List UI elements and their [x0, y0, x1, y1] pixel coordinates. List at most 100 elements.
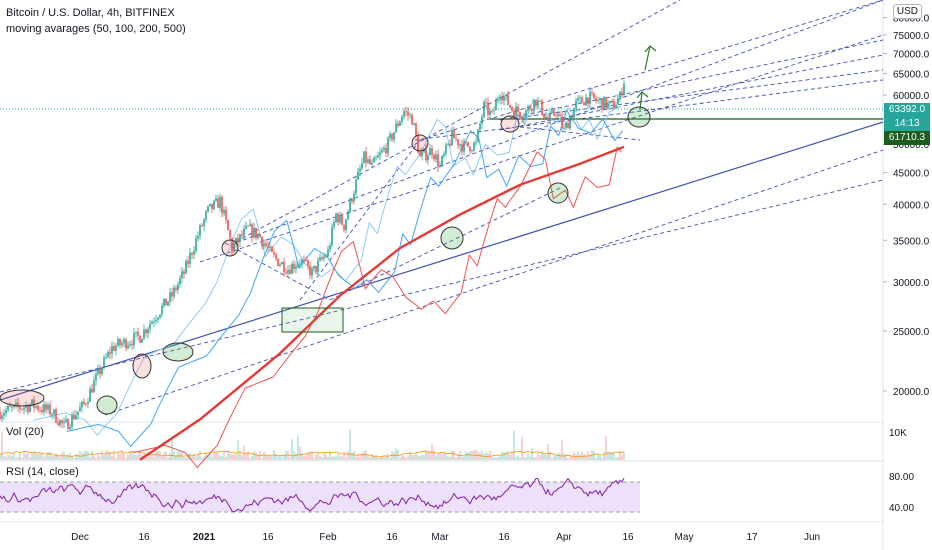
- candle: [89, 385, 91, 403]
- candle-body: [337, 213, 339, 223]
- volume-bar: [79, 450, 81, 460]
- candle: [0, 407, 1, 421]
- candle-body: [3, 413, 5, 416]
- candle-body: [427, 155, 429, 161]
- candle: [179, 274, 181, 289]
- candle-body: [297, 264, 299, 267]
- annotation-circle: [221, 239, 239, 257]
- volume-bar: [521, 436, 523, 460]
- candle-body: [555, 115, 557, 117]
- candle-body: [83, 401, 85, 404]
- candle-body: [491, 110, 493, 112]
- candle: [349, 197, 351, 214]
- candle-body: [585, 97, 587, 106]
- current-price-tag: 63392.0: [884, 103, 930, 117]
- candle: [485, 97, 487, 108]
- candle-body: [447, 143, 449, 145]
- rsi-label[interactable]: RSI (14, close): [6, 466, 79, 478]
- currency-badge[interactable]: USD: [892, 4, 922, 19]
- candle: [199, 223, 201, 240]
- candle: [607, 99, 609, 111]
- volume-bar: [263, 451, 265, 460]
- candle-body: [531, 109, 533, 111]
- annotation-circle: [132, 353, 152, 379]
- volume-bar: [299, 446, 301, 460]
- candle-body: [323, 256, 325, 259]
- candle-body: [405, 111, 407, 113]
- candle: [29, 402, 31, 413]
- candle-body: [153, 321, 155, 323]
- volume-bar: [379, 457, 381, 460]
- rsi-line: [0, 477, 625, 513]
- volume-bar: [119, 453, 121, 460]
- candle: [181, 266, 183, 284]
- candle-body: [437, 154, 439, 167]
- candle: [331, 223, 333, 248]
- volume-bar: [249, 457, 251, 460]
- candle: [577, 94, 579, 105]
- volume-bar: [517, 455, 519, 460]
- symbol-title[interactable]: Bitcoin / U.S. Dollar, 4h, BITFINEX: [6, 7, 175, 19]
- candle-body: [595, 98, 597, 101]
- candle: [165, 298, 167, 306]
- candle: [425, 143, 427, 163]
- volume-bar: [391, 451, 393, 460]
- candle-body: [353, 193, 355, 202]
- candle: [37, 404, 39, 413]
- volume-bar: [617, 456, 619, 460]
- candle-body: [93, 380, 95, 393]
- annotation-circle: [0, 389, 45, 407]
- candle-body: [231, 238, 233, 252]
- volume-bar: [457, 454, 459, 460]
- volume-bar: [51, 454, 53, 460]
- candle-body: [37, 406, 39, 410]
- candle-body: [389, 134, 391, 138]
- annotation-arrow-head: [644, 45, 657, 53]
- candle-body: [207, 206, 209, 212]
- volume-label[interactable]: Vol (20): [6, 426, 44, 438]
- volume-bar: [537, 453, 539, 460]
- candle: [159, 314, 161, 320]
- time-axis[interactable]: Dec 16 2021 16 Feb 16 Mar 16 Apr 16 May 17 Jun: [71, 532, 820, 543]
- candle-body: [243, 228, 245, 236]
- candle: [99, 364, 101, 379]
- y-tick-label: 25000.0: [893, 327, 930, 338]
- candle: [77, 411, 79, 421]
- candle: [275, 252, 277, 262]
- volume-bar: [241, 455, 243, 460]
- candle: [51, 412, 53, 419]
- candle-body: [577, 98, 579, 101]
- candle-body: [497, 99, 499, 101]
- indicator-label[interactable]: moving avarages (50, 100, 200, 500): [6, 23, 186, 35]
- x-tick-label: 16: [498, 532, 510, 543]
- candle: [161, 302, 163, 318]
- candle-body: [127, 345, 129, 349]
- y-tick-label: 45000.0: [893, 169, 930, 180]
- candle: [563, 123, 565, 131]
- candle: [245, 221, 247, 230]
- candle: [495, 97, 497, 111]
- candle-body: [319, 257, 321, 261]
- candle-body: [429, 148, 431, 156]
- candle: [581, 95, 583, 103]
- candle: [137, 327, 139, 341]
- candle: [153, 317, 155, 328]
- x-tick-label: 16: [622, 532, 634, 543]
- candle: [133, 328, 135, 349]
- volume-bar: [337, 453, 339, 460]
- candle: [59, 419, 61, 428]
- volume-bar: [205, 452, 207, 460]
- volume-bar: [519, 457, 521, 460]
- volume-bar: [227, 450, 229, 460]
- volume-bar: [563, 453, 565, 460]
- candle: [213, 199, 215, 211]
- candle: [193, 245, 195, 260]
- volume-bar: [611, 451, 613, 460]
- volume-bar: [335, 456, 337, 460]
- candle-body: [143, 329, 145, 339]
- volume-bar: [507, 451, 509, 460]
- candle-body: [107, 352, 109, 358]
- candle: [259, 233, 261, 238]
- candle-body: [151, 321, 153, 324]
